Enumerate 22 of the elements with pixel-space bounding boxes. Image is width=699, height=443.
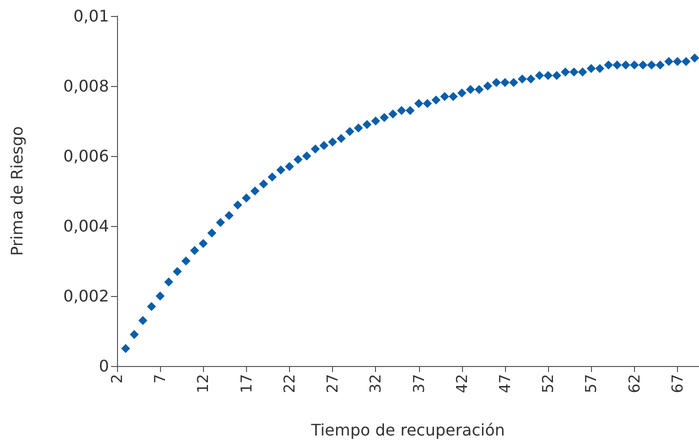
y-axis-title: Prima de Riesgo <box>8 126 26 256</box>
x-tick-label: 57 <box>582 374 600 394</box>
x-axis-title: Tiempo de recuperación <box>310 420 505 440</box>
y-tick-label: 0,002 <box>63 286 109 306</box>
x-tick-label: 17 <box>237 374 256 394</box>
y-tick-label: 0,004 <box>63 216 109 236</box>
x-tick-label: 27 <box>324 374 342 394</box>
x-tick-label: 37 <box>410 374 428 394</box>
x-tick-label: 7 <box>151 374 170 384</box>
y-tick-label: 0,006 <box>63 146 109 166</box>
x-tick-label: 47 <box>496 374 514 394</box>
x-tick-label: 67 <box>668 374 686 394</box>
x-tick-label: 22 <box>280 374 298 394</box>
x-tick-label: 2 <box>108 374 126 384</box>
x-tick-label: 62 <box>625 374 644 394</box>
y-tick-label: 0,008 <box>63 76 109 96</box>
y-tick-label: 0 <box>98 356 109 376</box>
x-tick-label: 12 <box>194 374 212 394</box>
x-tick-label: 52 <box>539 374 558 394</box>
y-tick-label: 0,01 <box>73 6 109 26</box>
x-tick-label: 42 <box>452 374 471 394</box>
x-tick-label: 32 <box>366 374 385 394</box>
